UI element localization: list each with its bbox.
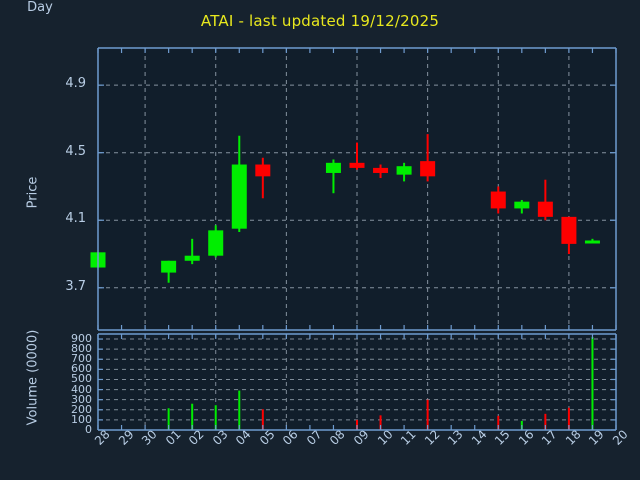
candle-body — [490, 191, 506, 209]
candle-body — [231, 164, 247, 229]
candle-body — [537, 201, 553, 217]
candle-body — [373, 167, 389, 173]
candle-body — [514, 201, 530, 209]
volume-tick-label: 0 — [85, 423, 92, 436]
candle-body — [349, 162, 365, 168]
candle-body — [420, 161, 436, 177]
volume-tick-label: 500 — [71, 372, 92, 386]
price-tick-label: 4.9 — [65, 76, 86, 92]
candle-body — [255, 164, 271, 177]
volume-tick-label: 100 — [71, 412, 92, 426]
candle-body — [161, 260, 177, 273]
price-tick-label: 4.1 — [65, 211, 86, 227]
volume-tick-label: 200 — [71, 402, 92, 416]
candle-body — [325, 162, 341, 173]
candle-body — [184, 255, 200, 261]
volume-tick-label: 800 — [71, 342, 92, 356]
price-tick-label: 4.5 — [65, 143, 86, 159]
day-axis-label: Day — [27, 0, 53, 15]
candle-body — [561, 216, 577, 244]
candle-body — [208, 230, 224, 256]
volume-tick-label: 400 — [71, 382, 92, 396]
candle-body — [584, 240, 600, 244]
candle-body — [396, 166, 412, 175]
page-title: ATAI - last updated 19/12/2025 — [200, 12, 440, 30]
volume-tick-label: 900 — [71, 332, 92, 346]
volume-tick-label: 600 — [71, 362, 92, 376]
price-tick-label: 3.7 — [65, 278, 86, 294]
volume-tick-label: 300 — [71, 392, 92, 406]
volume-tick-label: 700 — [71, 352, 92, 366]
